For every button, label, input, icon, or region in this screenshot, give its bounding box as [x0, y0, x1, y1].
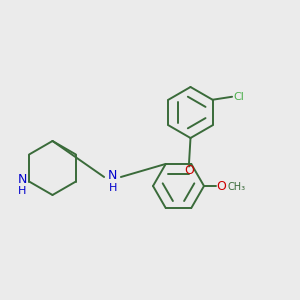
Text: O: O: [217, 179, 226, 193]
Text: O: O: [184, 164, 194, 178]
Text: H: H: [109, 183, 117, 194]
Text: CH₃: CH₃: [227, 182, 245, 192]
Text: H: H: [18, 185, 26, 196]
Text: N: N: [108, 169, 117, 182]
Text: Cl: Cl: [234, 92, 244, 102]
Text: N: N: [18, 172, 27, 186]
